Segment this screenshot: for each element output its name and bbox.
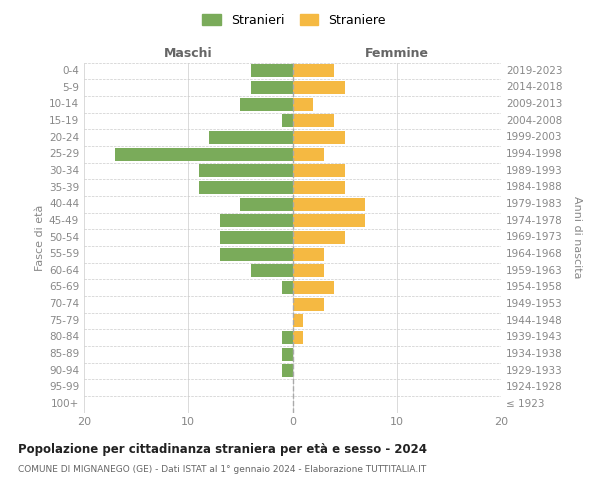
Bar	[241, 98, 293, 110]
Bar	[282, 281, 293, 294]
Bar	[220, 248, 293, 260]
Bar	[293, 264, 324, 278]
Bar	[293, 114, 334, 128]
Bar	[199, 181, 293, 194]
Y-axis label: Fasce di età: Fasce di età	[35, 204, 45, 270]
Text: Femmine: Femmine	[365, 47, 429, 60]
Bar	[293, 131, 344, 144]
Bar	[293, 248, 324, 260]
Bar	[293, 281, 334, 294]
Bar	[293, 181, 344, 194]
Bar	[293, 198, 365, 210]
Bar	[293, 214, 365, 228]
Bar	[293, 231, 344, 244]
Bar	[293, 314, 303, 328]
Bar	[241, 198, 293, 210]
Bar	[251, 81, 293, 94]
Bar	[220, 231, 293, 244]
Bar	[293, 298, 324, 310]
Bar	[282, 348, 293, 360]
Text: COMUNE DI MIGNANEGO (GE) - Dati ISTAT al 1° gennaio 2024 - Elaborazione TUTTITAL: COMUNE DI MIGNANEGO (GE) - Dati ISTAT al…	[18, 466, 426, 474]
Bar	[251, 264, 293, 278]
Bar	[293, 98, 313, 110]
Bar	[282, 331, 293, 344]
Bar	[220, 214, 293, 228]
Bar	[293, 148, 324, 160]
Bar	[199, 164, 293, 177]
Y-axis label: Anni di nascita: Anni di nascita	[572, 196, 582, 278]
Bar	[282, 364, 293, 378]
Text: Maschi: Maschi	[164, 47, 212, 60]
Bar	[293, 81, 344, 94]
Bar	[293, 164, 344, 177]
Bar	[251, 64, 293, 78]
Bar	[293, 64, 334, 78]
Bar	[293, 331, 303, 344]
Bar	[115, 148, 293, 160]
Bar	[209, 131, 293, 144]
Bar	[282, 114, 293, 128]
Legend: Stranieri, Straniere: Stranieri, Straniere	[197, 8, 391, 32]
Text: Popolazione per cittadinanza straniera per età e sesso - 2024: Popolazione per cittadinanza straniera p…	[18, 442, 427, 456]
